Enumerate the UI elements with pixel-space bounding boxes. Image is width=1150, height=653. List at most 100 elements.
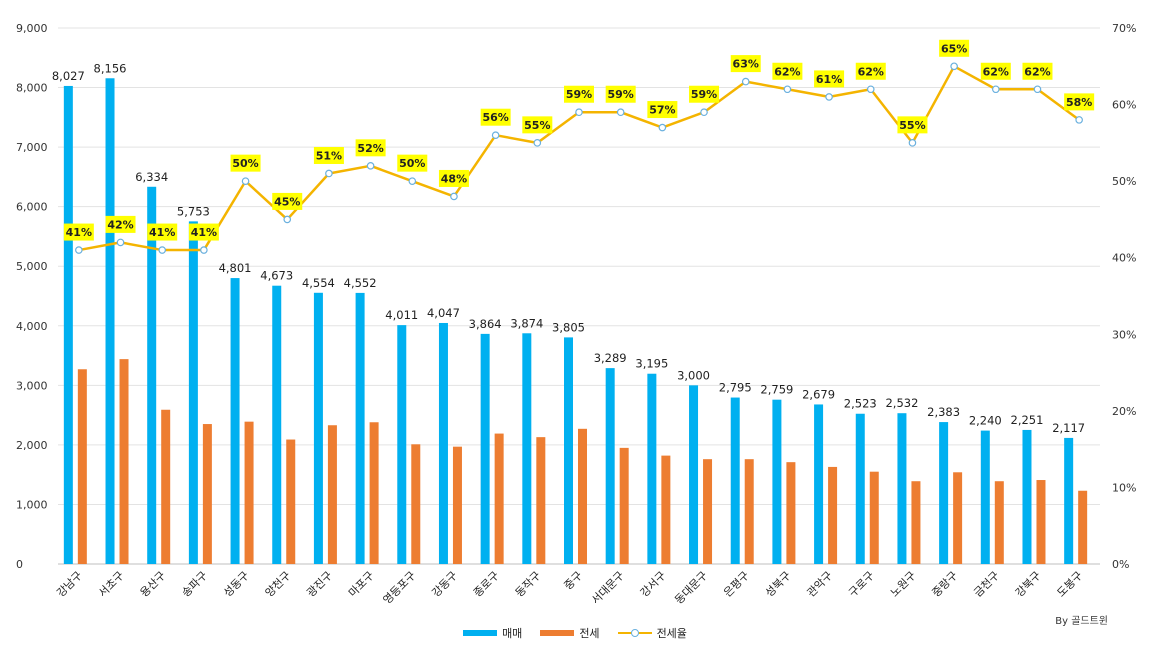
- ratio-value-label: 55%: [524, 119, 550, 132]
- ratio-marker: [700, 108, 708, 117]
- bar-value-label: 4,554: [302, 276, 335, 290]
- left-axis: 0 1,000 2,000 3,000 4,000 5,000 6,000 7,000 8,00…: [16, 22, 48, 571]
- right-tick-label: 0%: [1112, 558, 1129, 571]
- ratio-label-bg: [855, 62, 886, 80]
- right-tick-label: 20%: [1112, 405, 1136, 418]
- bar-value-label: 3,805: [552, 320, 585, 334]
- ratio-label-bg: [605, 85, 636, 103]
- category-label: 노원구: [888, 569, 919, 600]
- ratio-label-bg: [438, 169, 469, 187]
- ratio-marker: [658, 123, 667, 132]
- legend-item-ratio: 전세율: [617, 625, 687, 641]
- ratio-value-label: 65%: [941, 42, 967, 55]
- bar-jeonse: [452, 446, 462, 564]
- bar-jeonse: [411, 444, 421, 564]
- bar-sale: [814, 404, 824, 564]
- category-label: 중랑구: [930, 569, 961, 600]
- ratio-marker: [908, 139, 917, 147]
- bar-sale: [647, 373, 657, 564]
- ratio-label-bg: [397, 154, 428, 172]
- ratio-marker: [75, 246, 83, 254]
- right-tick-label: 60%: [1112, 99, 1136, 112]
- bar-sale: [939, 422, 949, 564]
- category-label: 강남구: [54, 569, 85, 600]
- right-tick-label: 50%: [1112, 175, 1136, 188]
- category-label: 영등포구: [381, 569, 419, 607]
- category-label: 서초구: [96, 569, 127, 600]
- ratio-value-label: 55%: [899, 119, 925, 132]
- legend-swatch-ratio: [617, 628, 652, 638]
- category-label: 성북구: [763, 569, 794, 600]
- left-tick-label: 5,000: [16, 260, 48, 273]
- ratio-label-bg: [147, 223, 178, 241]
- ratio-value-label: 48%: [441, 172, 467, 185]
- bar-sale: [272, 285, 282, 564]
- bar-sale: [897, 413, 907, 564]
- ratio-label-bg: [188, 223, 219, 241]
- ratio-marker: [408, 177, 417, 185]
- bar-value-label: 4,552: [344, 276, 377, 290]
- ratio-label-bg: [105, 215, 136, 233]
- ratio-label-bg: [772, 62, 803, 80]
- ratio-marker: [575, 108, 583, 117]
- bar-sale: [438, 322, 448, 564]
- left-tick-label: 2,000: [16, 439, 48, 452]
- ratio-label-bg: [522, 116, 553, 134]
- bar-jeonse: [578, 428, 587, 564]
- legend-swatch-sale: [463, 630, 498, 636]
- ratio-label-bg: [355, 139, 386, 157]
- bar-jeonse: [77, 369, 87, 564]
- legend-swatch-jeonse: [540, 630, 575, 636]
- ratio-value-label: 57%: [649, 104, 675, 117]
- left-tick-label: 6,000: [16, 201, 48, 214]
- bar-jeonse: [369, 422, 379, 564]
- ratio-label-bg: [564, 85, 594, 103]
- bar-value-label: 4,801: [219, 261, 252, 275]
- bar-value-label: 8,156: [94, 61, 127, 75]
- bar-sale: [689, 385, 699, 564]
- ratio-marker: [783, 85, 792, 94]
- bar-jeonse: [536, 437, 546, 564]
- ratio-value-label: 51%: [316, 149, 342, 162]
- bar-value-labels: 8,027 8,156 6,334 5,753 4,801 4,673 4,554 4,552…: [52, 61, 1085, 435]
- ratio-label-bg: [1022, 62, 1053, 80]
- bar-value-label: 3,289: [594, 351, 627, 365]
- left-tick-label: 8,000: [16, 82, 48, 95]
- bar-jeonse: [327, 425, 337, 564]
- ratio-label-bg: [1064, 93, 1095, 111]
- legend-label-ratio: 전세율: [656, 627, 687, 640]
- category-label: 서대문구: [589, 569, 627, 607]
- ratio-value-label: 50%: [232, 157, 258, 170]
- bar-sale: [980, 430, 990, 564]
- bar-sale: [230, 278, 240, 564]
- ratio-label-bg: [63, 223, 94, 241]
- bar-jeonse: [953, 472, 963, 564]
- bar-jeonse: [619, 447, 629, 564]
- bar-value-label: 3,195: [635, 357, 668, 371]
- bar-value-label: 6,334: [135, 170, 168, 184]
- left-tick-label: 4,000: [16, 320, 48, 333]
- bar-value-label: 2,795: [719, 381, 752, 395]
- bar-value-label: 2,523: [844, 397, 877, 411]
- ratio-label-bg: [272, 192, 303, 210]
- ratio-marker: [741, 77, 750, 86]
- ratio-marker: [533, 139, 542, 147]
- ratio-marker: [158, 246, 167, 254]
- bar-sale: [1022, 429, 1032, 564]
- category-label: 금천구: [971, 568, 1002, 599]
- ratio-label-bg: [980, 62, 1011, 80]
- ratio-label-bg: [313, 146, 344, 164]
- bar-jeonse: [202, 424, 212, 564]
- category-label: 성동구: [221, 569, 252, 600]
- ratio-marker: [825, 93, 833, 101]
- ratio-label-bg: [939, 39, 970, 57]
- bar-sale: [605, 368, 615, 564]
- ratio-marker: [325, 169, 333, 178]
- ratio-value-label: 41%: [191, 226, 217, 239]
- bar-value-label: 4,673: [260, 269, 293, 283]
- bar-value-label: 8,027: [52, 69, 85, 83]
- ratio-value-label: 61%: [816, 73, 842, 86]
- bar-jeonse: [661, 455, 671, 564]
- bar-sale: [63, 85, 73, 564]
